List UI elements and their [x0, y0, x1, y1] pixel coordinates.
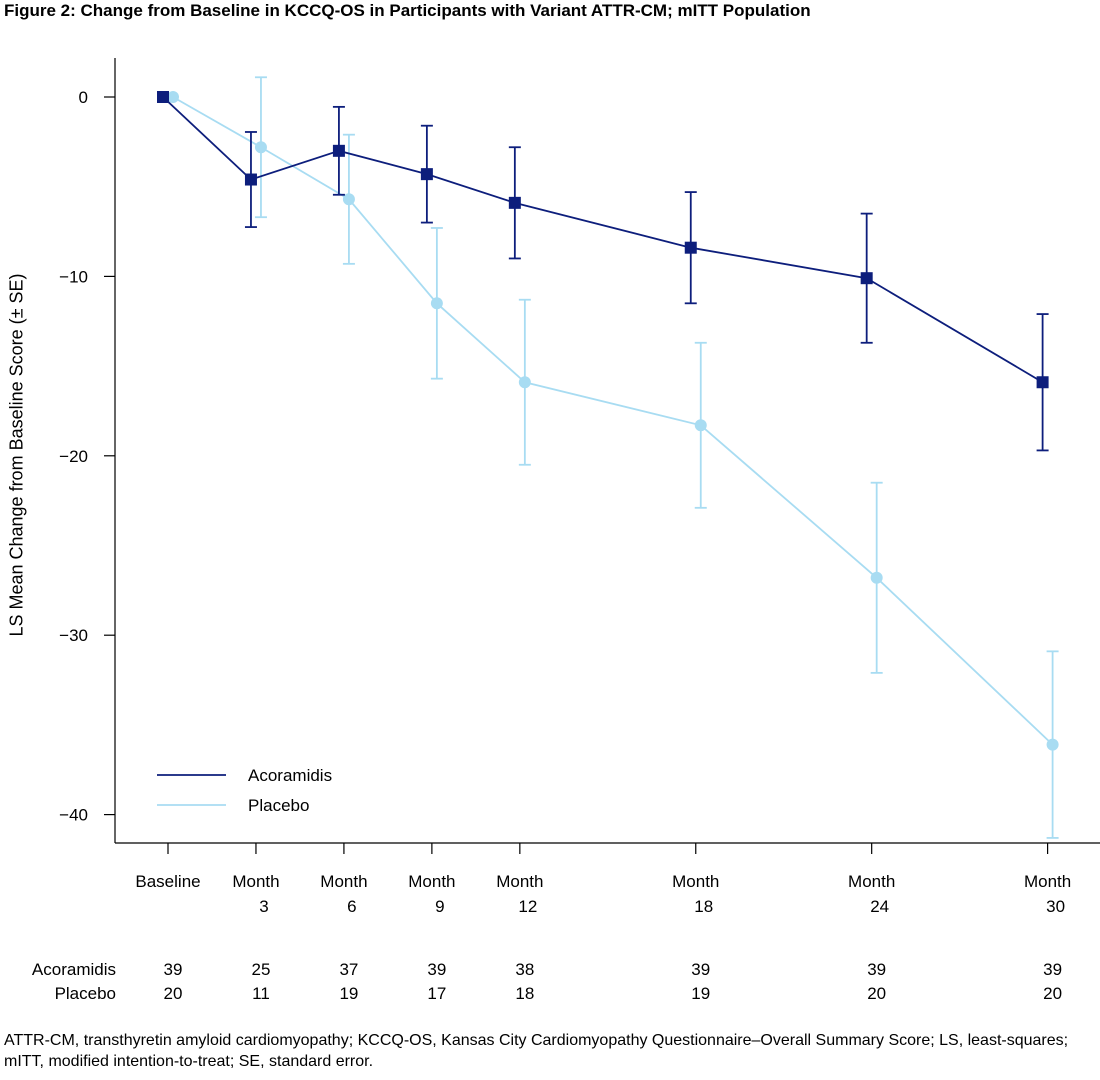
series-placebo [167, 76, 1059, 839]
n-count-acoramidis: 39 [867, 960, 886, 979]
data-point-placebo [167, 91, 179, 103]
data-point-placebo [518, 376, 531, 389]
data-point-placebo [430, 297, 443, 310]
y-tick-label: −40 [59, 806, 88, 825]
x-tick-label: Baseline [135, 872, 200, 891]
x-tick-label: Month [1024, 872, 1071, 891]
data-point-placebo [1046, 738, 1059, 751]
data-point-acoramidis [244, 173, 257, 186]
x-tick-label: Month [408, 872, 455, 891]
data-point-acoramidis [860, 272, 873, 285]
y-tick-label: −30 [59, 626, 88, 645]
n-count-placebo: 20 [1043, 984, 1062, 1003]
x-tick-label: Month [320, 872, 367, 891]
x-tick-label-month: 12 [518, 897, 537, 916]
figure-title: Figure 2: Change from Baseline in KCCQ-O… [4, 1, 811, 20]
data-point-acoramidis [508, 196, 521, 209]
table-row-label-placebo: Placebo [55, 984, 116, 1003]
data-point-acoramidis [157, 91, 169, 103]
data-point-acoramidis [420, 168, 433, 181]
y-axis-label: LS Mean Change from Baseline Score (± SE… [6, 273, 27, 637]
data-point-acoramidis [1036, 376, 1049, 389]
n-count-acoramidis: 38 [515, 960, 534, 979]
data-point-placebo [694, 419, 707, 432]
legend-label-acoramidis: Acoramidis [248, 766, 332, 785]
at-risk-table: Acoramidis Placebo 39 25 37 39 38 39 39 39 20 11 1… [32, 960, 1062, 1003]
n-count-acoramidis: 39 [164, 960, 183, 979]
footnote: ATTR-CM, transthyretin amyloid cardiomyo… [4, 1032, 1069, 1070]
x-tick-label-month: 9 [435, 897, 444, 916]
data-point-acoramidis [684, 241, 697, 254]
series-line-placebo [172, 96, 1054, 746]
x-tick-label: Month [232, 872, 279, 891]
x-tick-label-month: 3 [259, 897, 268, 916]
x-tick-label: Month [848, 872, 895, 891]
n-count-placebo: 18 [515, 984, 534, 1003]
table-row-label-acoramidis: Acoramidis [32, 960, 116, 979]
x-tick-label-month: 6 [347, 897, 356, 916]
x-tick-label-month: 18 [694, 897, 713, 916]
chart-axes [114, 58, 1100, 844]
data-point-placebo [342, 193, 355, 206]
series-line-acoramidis [162, 96, 1044, 384]
x-tick-label-month: 24 [870, 897, 889, 916]
line-chart: 0 −10 −20 −30 −40 Baseline Month 3 Month 6 Month 9… [32, 58, 1100, 1003]
n-count-placebo: 20 [164, 984, 183, 1003]
data-point-placebo [870, 571, 883, 584]
chart-legend: Acoramidis Placebo [157, 766, 332, 815]
n-count-placebo: 19 [691, 984, 710, 1003]
n-count-acoramidis: 37 [339, 960, 358, 979]
n-count-acoramidis: 25 [251, 960, 270, 979]
n-count-placebo: 20 [867, 984, 886, 1003]
series-acoramidis [157, 91, 1049, 452]
n-count-acoramidis: 39 [427, 960, 446, 979]
x-tick-label: Month [496, 872, 543, 891]
x-tick-label-month: 30 [1046, 897, 1065, 916]
legend-label-placebo: Placebo [248, 796, 309, 815]
x-tick-label: Month [672, 872, 719, 891]
y-tick-label: −10 [59, 267, 88, 286]
y-tick-label: −20 [59, 447, 88, 466]
y-tick-label: 0 [79, 88, 88, 107]
n-count-acoramidis: 39 [691, 960, 710, 979]
n-count-placebo: 17 [427, 984, 446, 1003]
n-count-acoramidis: 39 [1043, 960, 1062, 979]
n-count-placebo: 11 [252, 984, 270, 1003]
y-axis-ticks: 0 −10 −20 −30 −40 [59, 88, 115, 825]
data-point-placebo [254, 141, 267, 154]
x-axis-ticks: Baseline Month 3 Month 6 Month 9 Month 12 Month 18… [135, 843, 1071, 916]
n-count-placebo: 19 [339, 984, 358, 1003]
data-point-acoramidis [332, 144, 345, 157]
